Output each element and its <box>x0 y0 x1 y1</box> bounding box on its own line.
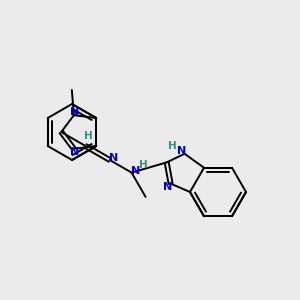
Text: N: N <box>70 107 80 117</box>
Text: N: N <box>177 146 186 156</box>
Text: H: H <box>139 160 148 170</box>
Text: N: N <box>70 147 80 157</box>
Text: H: H <box>84 131 93 141</box>
Text: H: H <box>168 141 177 151</box>
Text: N: N <box>163 182 172 192</box>
Text: N: N <box>109 153 119 163</box>
Text: N: N <box>131 166 140 176</box>
